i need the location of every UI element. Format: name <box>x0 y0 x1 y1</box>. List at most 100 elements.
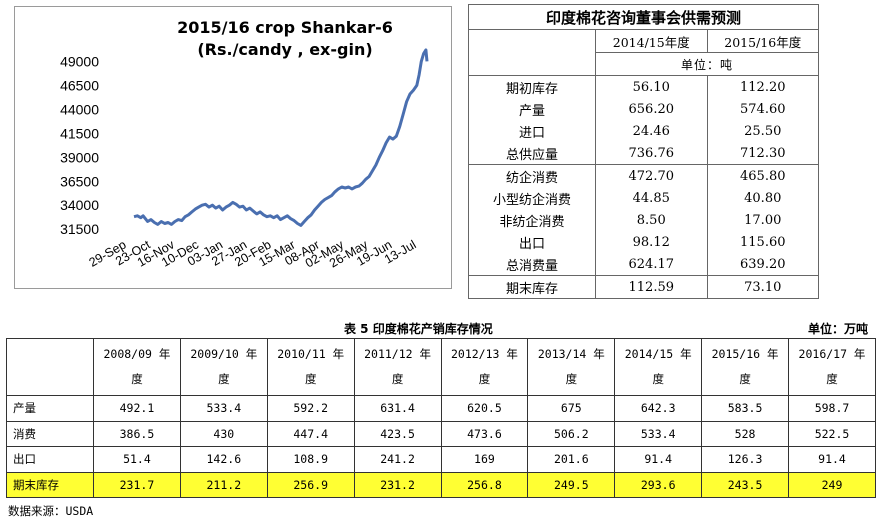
table5-cell: 256.9 <box>266 471 355 498</box>
y-tick-label: 39000 <box>60 149 99 165</box>
table5-row: 消费 386.5 430 447.4 423.5 473.6 506.2 533.4 528 52… <box>6 420 876 447</box>
price-chart: 2015/16 crop Shankar-6 (Rs./candy , ex-g… <box>60 18 429 270</box>
sd-row-value: 24.46 <box>595 120 708 142</box>
table5-row: 产量 492.1 533.4 592.2 631.4 620.5 675 642.3 583.5… <box>6 395 876 422</box>
sd-row-value: 56.10 <box>595 75 708 98</box>
table5-col-header: 2011/12 年度 <box>353 338 442 396</box>
sd-row-label: 总供应量 <box>468 142 596 165</box>
table5-header-line: 度 <box>131 372 143 386</box>
table5-cell: 592.2 <box>266 395 355 422</box>
sd-row: 非纺企消费 8.50 17.00 <box>468 209 819 231</box>
table5-row: 出口 51.4 142.6 108.9 241.2 169 201.6 91.4 126.3 91… <box>6 446 876 473</box>
sd-row: 纺企消费 472.70 465.80 <box>468 164 819 187</box>
sd-row-label: 总消费量 <box>468 253 596 276</box>
chart-title: 2015/16 crop Shankar-6 <box>177 18 393 37</box>
table5-cell: 256.8 <box>440 471 529 498</box>
sd-row-value: 639.20 <box>706 253 819 276</box>
y-tick-label: 46500 <box>60 77 99 93</box>
table5-header-line: 度 <box>391 372 404 386</box>
sd-row-label: 非纺企消费 <box>468 209 596 231</box>
table5-col-header: 2014/15 年度 <box>614 338 703 396</box>
table5-unit: 单位：万吨 <box>808 322 869 336</box>
table5-cell: 231.2 <box>353 471 442 498</box>
table5-col-header: 2010/11 年度 <box>266 338 355 396</box>
table5-header-line: 2012/13 年 <box>450 347 518 361</box>
table5-cell: 528 <box>701 420 789 447</box>
price-series-line <box>133 48 429 227</box>
sd-row-value: 17.00 <box>706 209 819 231</box>
table5-cell: 231.7 <box>93 471 181 498</box>
price-chart-panel: 2015/16 crop Shankar-6 (Rs./candy , ex-g… <box>14 6 452 289</box>
table5-cell: 430 <box>179 420 268 447</box>
sd-table-title: 印度棉花咨询董事会供需预测 <box>468 4 819 30</box>
table5-header-line: 2010/11 年 <box>277 347 345 361</box>
chart-subtitle: (Rs./candy , ex-gin) <box>197 40 372 59</box>
table5-row-label: 期末库存 <box>6 471 94 498</box>
table5-cell: 169 <box>440 446 529 473</box>
sd-row-value: 112.20 <box>706 75 819 98</box>
sd-row-value: 712.30 <box>706 142 819 165</box>
table5-cell: 423.5 <box>353 420 442 447</box>
table5-cell: 675 <box>527 395 616 422</box>
table5-cell: 142.6 <box>179 446 268 473</box>
supply-demand-table: 印度棉花咨询董事会供需预测 2014/15年度 2015/16年度 单位：吨 期… <box>468 4 819 299</box>
table5-title: 表 5 印度棉花产销库存情况 <box>344 322 493 336</box>
table5-cell: 201.6 <box>527 446 616 473</box>
table5-col-header: 2012/13 年度 <box>440 338 529 396</box>
production-stock-table: 2008/09 年度 2009/10 年度 2010/11 年度 2011/12 年度… <box>6 338 876 498</box>
table5-col-header: 2009/10 年度 <box>179 338 268 396</box>
sd-unit: 单位：吨 <box>595 52 819 76</box>
table5-header-line: 度 <box>739 372 751 386</box>
table5-cell: 126.3 <box>701 446 789 473</box>
table5-header-line: 度 <box>304 372 317 386</box>
table5-cell: 620.5 <box>440 395 529 422</box>
sd-row-label: 出口 <box>468 231 596 253</box>
sd-row-value: 112.59 <box>595 275 708 299</box>
table5-header-line: 2015/16 年 <box>711 347 779 361</box>
sd-col-header: 2014/15年度 <box>595 29 708 53</box>
sd-row-label: 产量 <box>468 98 596 120</box>
sd-row-value: 115.60 <box>706 231 819 253</box>
table5-cell: 506.2 <box>527 420 616 447</box>
table5-header-line: 2008/09 年 <box>103 347 171 361</box>
table5-header-line: 2016/17 年 <box>798 347 866 361</box>
sd-row-value: 624.17 <box>595 253 708 276</box>
sd-row-value: 465.80 <box>706 164 819 187</box>
table5-header-line: 度 <box>478 372 491 386</box>
sd-row-value: 736.76 <box>595 142 708 165</box>
table5-header-line: 度 <box>218 372 230 386</box>
table5-row: 期末库存 231.7 211.2 256.9 231.2 256.8 249.5 293.6 2… <box>6 471 876 498</box>
table5-row-label: 产量 <box>6 395 94 422</box>
sd-row-value: 8.50 <box>595 209 708 231</box>
table5-header-line: 度 <box>565 372 578 386</box>
sd-row-label: 纺企消费 <box>468 164 596 187</box>
sd-row: 产量 656.20 574.60 <box>468 98 819 120</box>
table5-cell: 583.5 <box>701 395 789 422</box>
sd-row-value: 98.12 <box>595 231 708 253</box>
table5-col-header: 2015/16 年度 <box>701 338 789 396</box>
table5-corner-cell <box>6 338 94 396</box>
sd-row-value: 44.85 <box>595 187 708 209</box>
table5-col-header: 2016/17 年度 <box>788 338 876 396</box>
sd-row: 小型纺企消费 44.85 40.80 <box>468 187 819 209</box>
sd-row: 期初库存 56.10 112.20 <box>468 75 819 98</box>
table5-cell: 631.4 <box>353 395 442 422</box>
sd-corner-cell <box>468 29 596 76</box>
data-source-note: 数据来源：USDA <box>8 504 94 518</box>
sd-row-value: 40.80 <box>706 187 819 209</box>
sd-row-value: 472.70 <box>595 164 708 187</box>
table5-cell: 249.5 <box>527 471 616 498</box>
table5-cell: 51.4 <box>93 446 181 473</box>
table5-cell: 243.5 <box>701 471 789 498</box>
table5-cell: 598.7 <box>788 395 876 422</box>
table5-col-header: 2013/14 年度 <box>527 338 616 396</box>
sd-row-value: 73.10 <box>706 275 819 299</box>
y-tick-label: 41500 <box>60 125 99 141</box>
sd-row: 进口 24.46 25.50 <box>468 120 819 142</box>
table5-col-header: 2008/09 年度 <box>93 338 181 396</box>
y-tick-label: 36500 <box>60 173 99 189</box>
table5-cell: 211.2 <box>179 471 268 498</box>
table5-header-line: 2014/15 年 <box>624 347 692 361</box>
y-tick-label: 31500 <box>60 221 99 237</box>
sd-row-label: 进口 <box>468 120 596 142</box>
